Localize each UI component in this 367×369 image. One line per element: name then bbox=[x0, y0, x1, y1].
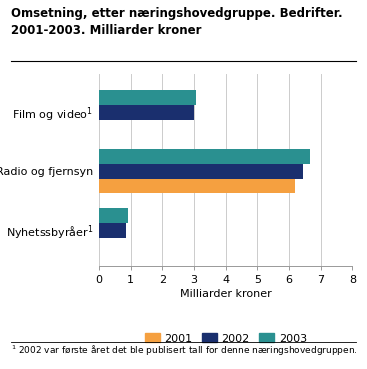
Bar bbox=[99, 208, 128, 223]
Text: $^1$ 2002 var første året det ble publisert tall for denne næringshovedgruppen.: $^1$ 2002 var første året det ble publis… bbox=[11, 344, 358, 358]
Legend: 2001, 2002, 2003: 2001, 2002, 2003 bbox=[140, 329, 311, 348]
Text: Omsetning, etter næringshovedgruppe. Bedrifter.
2001-2003. Milliarder kroner: Omsetning, etter næringshovedgruppe. Bed… bbox=[11, 7, 343, 37]
Bar bbox=[99, 164, 303, 179]
X-axis label: Milliarder kroner: Milliarder kroner bbox=[180, 289, 272, 299]
Bar bbox=[99, 223, 126, 238]
Bar bbox=[99, 90, 196, 105]
Bar bbox=[99, 149, 310, 164]
Bar bbox=[99, 179, 295, 193]
Bar bbox=[99, 105, 194, 120]
